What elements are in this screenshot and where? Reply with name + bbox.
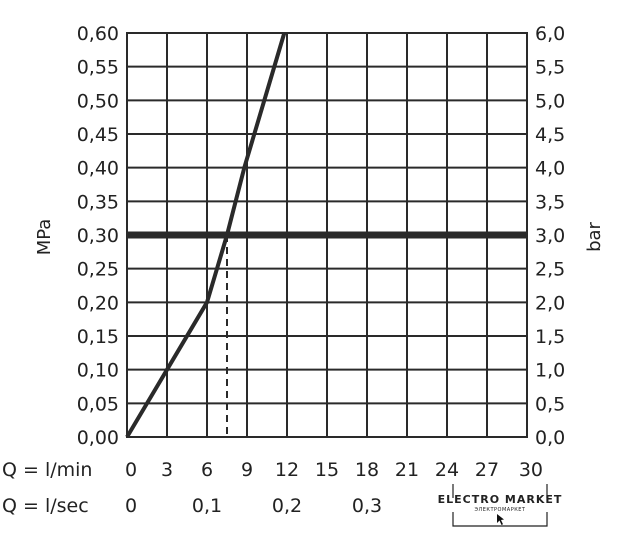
watermark-title: ELECTRO MARKET [438, 493, 563, 506]
y-right-tick-label: 1,0 [535, 360, 565, 382]
x-lmin-tick-label: 21 [395, 459, 419, 481]
y-right-tick-label: 0,0 [535, 427, 565, 449]
x-lmin-tick-label: 9 [241, 459, 253, 481]
y-right-tick-label: 6,0 [535, 23, 565, 45]
y-left-tick-label: 0,10 [77, 360, 119, 382]
x-lmin-tick-label: 12 [275, 459, 299, 481]
y-right-tick-label: 4,0 [535, 158, 565, 180]
y-left-tick-label: 0,45 [77, 124, 119, 146]
y-right-tick-label: 4,5 [535, 124, 565, 146]
y-left-tick-label: 0,40 [77, 158, 119, 180]
y-right-tick-label: 1,5 [535, 326, 565, 348]
watermark: ELECTRO MARKET ЭЛЕКТРОМАРКЕТ [438, 484, 563, 527]
y-right-tick-label: 0,5 [535, 393, 565, 415]
x-lmin-tick-label: 18 [355, 459, 379, 481]
x-lmin-tick-label: 27 [475, 459, 499, 481]
y-left-tick-label: 0,00 [77, 427, 119, 449]
y-axis-left-label: MPa [34, 219, 55, 256]
y-axis-right-ticks: 0,0 0,5 1,0 1,5 2,0 2,5 3,0 3,5 4,0 4,5 5,0 5,5 6,0 [535, 23, 565, 449]
watermark-frame [452, 484, 548, 527]
x-lsec-tick-label: 0,2 [272, 495, 302, 517]
x-lmin-tick-label: 0 [125, 459, 137, 481]
x-axis-lmin-ticks: 0 3 6 9 12 15 18 21 24 27 30 [125, 459, 543, 481]
y-left-tick-label: 0,20 [77, 292, 119, 314]
y-left-tick-label: 0,05 [77, 393, 119, 415]
y-left-tick-label: 0,15 [77, 326, 119, 348]
x-lmin-tick-label: 6 [201, 459, 213, 481]
x-lmin-tick-label: 24 [435, 459, 459, 481]
y-right-tick-label: 2,5 [535, 259, 565, 281]
x-axis-lmin-label: Q = l/min [2, 459, 92, 481]
y-right-tick-label: 3,5 [535, 191, 565, 213]
y-right-tick-label: 2,0 [535, 292, 565, 314]
y-left-tick-label: 0,50 [77, 90, 119, 112]
y-axis-right-label: bar [584, 221, 605, 251]
x-lsec-tick-label: 0,3 [352, 495, 382, 517]
y-left-tick-label: 0,25 [77, 259, 119, 281]
y-right-tick-label: 5,0 [535, 90, 565, 112]
x-lmin-tick-label: 30 [519, 459, 543, 481]
watermark-subtitle: ЭЛЕКТРОМАРКЕТ [475, 507, 526, 513]
y-left-tick-label: 0,55 [77, 57, 119, 79]
x-lsec-tick-label: 0 [125, 495, 137, 517]
x-lsec-tick-label: 0,1 [192, 495, 222, 517]
y-right-tick-label: 3,0 [535, 225, 565, 247]
y-left-tick-label: 0,30 [77, 225, 119, 247]
flow-pressure-curve [125, 32, 287, 439]
x-lmin-tick-label: 15 [315, 459, 339, 481]
cursor-icon [497, 514, 504, 525]
y-axis-left-ticks: 0,00 0,05 0,10 0,15 0,20 0,25 0,30 0,35 0,40 0,45… [77, 23, 119, 449]
y-left-tick-label: 0,60 [77, 23, 119, 45]
x-axis-lsec-label: Q = l/sec [2, 495, 89, 517]
x-lmin-tick-label: 3 [161, 459, 173, 481]
y-right-tick-label: 5,5 [535, 57, 565, 79]
x-axis-lsec-ticks: 0 0,1 0,2 0,3 [125, 495, 382, 517]
y-left-tick-label: 0,35 [77, 191, 119, 213]
